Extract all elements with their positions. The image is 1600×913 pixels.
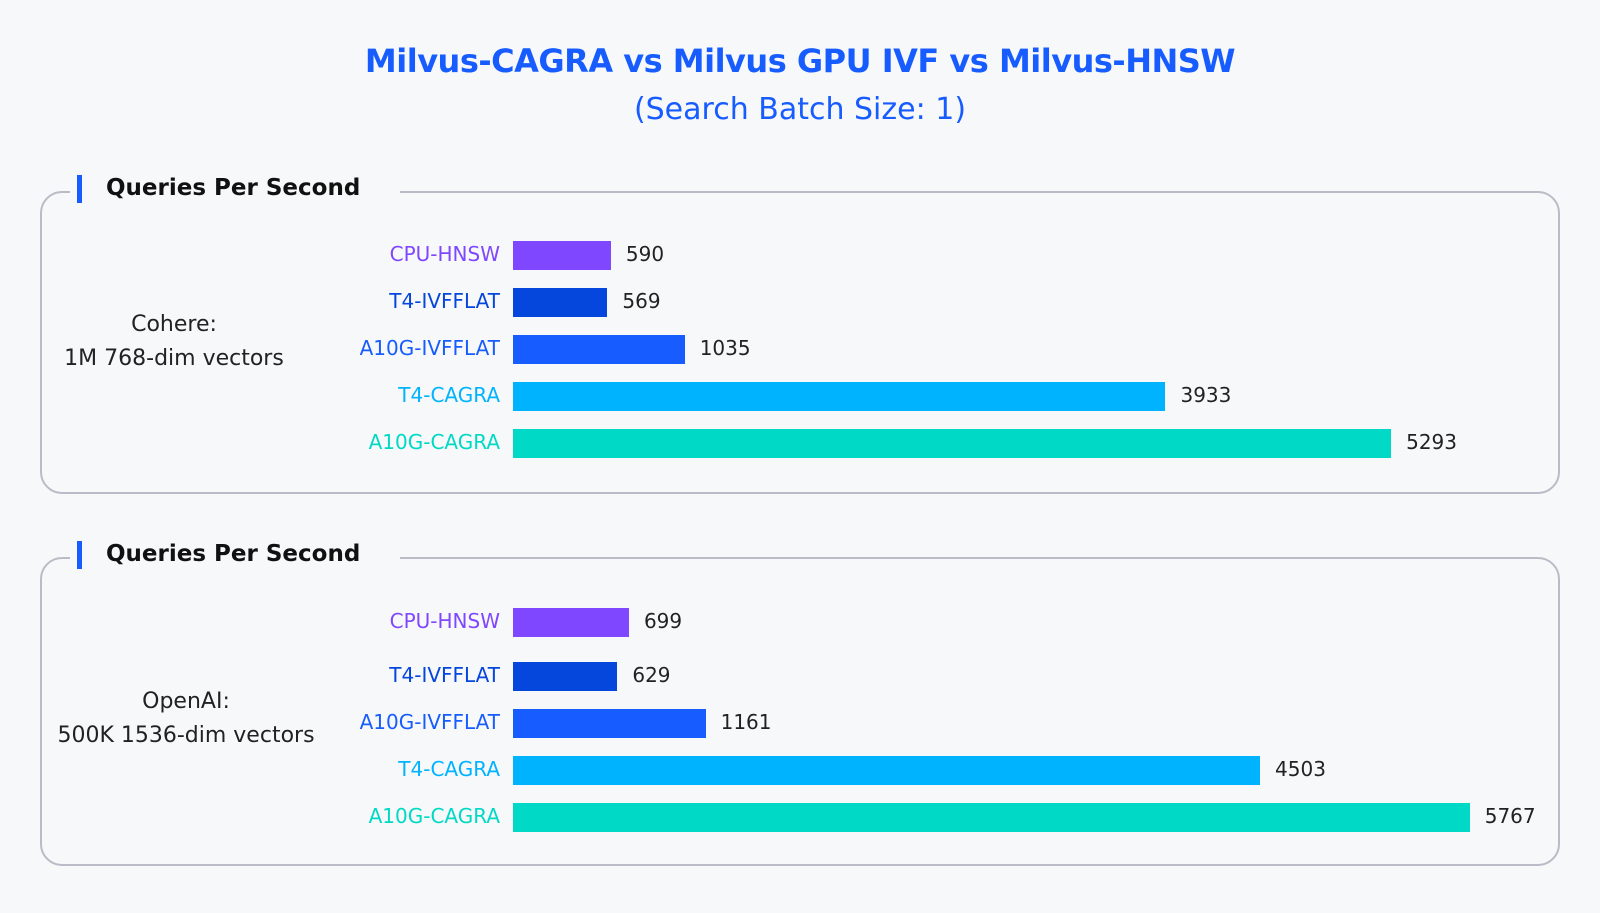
data-label: 3933 — [1180, 383, 1232, 407]
data-label: 1035 — [699, 336, 751, 360]
data-label: 629 — [632, 663, 671, 687]
category-label: CPU-HNSW — [389, 609, 500, 633]
dataset-label-line: Cohere: — [131, 312, 217, 337]
bar-cpu-hnsw — [513, 608, 629, 637]
category-label: T4-IVFFLAT — [389, 663, 500, 687]
data-label: 1161 — [720, 710, 772, 734]
data-label: 5293 — [1406, 430, 1457, 454]
category-label: A10G-IVFFLAT — [359, 710, 500, 734]
header-accent-mark — [77, 175, 82, 203]
category-label: A10G-CAGRA — [368, 804, 500, 828]
data-label: 590 — [625, 242, 665, 266]
bar-t4-cagra — [513, 756, 1261, 785]
dataset-label-line: 1M 768-dim vectors — [64, 346, 284, 371]
category-label: A10G-IVFFLAT — [359, 336, 500, 360]
dataset-label-line: 500K 1536-dim vectors — [57, 723, 315, 748]
header-divider — [392, 191, 1530, 193]
category-label: CPU-HNSW — [389, 242, 500, 266]
bar-t4-ivfflat — [513, 662, 618, 691]
dataset-label: Cohere: 1M 768-dim vectors — [24, 308, 324, 376]
chart-subtitle: (Search Batch Size: 1) — [633, 92, 967, 127]
bar-a10g-ivfflat — [513, 335, 685, 364]
data-label: 569 — [622, 289, 661, 313]
bar-cpu-hnsw — [513, 241, 611, 270]
panel-header: Queries Per Second — [70, 541, 400, 571]
panel-title: Queries Per Second — [106, 175, 361, 201]
bar-a10g-ivfflat — [513, 709, 706, 738]
chart-title: Milvus-CAGRA vs Milvus GPU IVF vs Milvus… — [364, 42, 1236, 80]
dataset-label: OpenAI: 500K 1536-dim vectors — [26, 685, 346, 753]
category-label: T4-CAGRA — [398, 757, 500, 781]
dataset-label-line: OpenAI: — [142, 689, 230, 714]
header-divider — [392, 557, 1530, 559]
category-label: A10G-CAGRA — [368, 430, 500, 454]
panel-title: Queries Per Second — [106, 541, 361, 567]
bar-a10g-cagra — [513, 803, 1470, 832]
header-accent-mark — [77, 541, 82, 569]
bar-t4-cagra — [513, 382, 1166, 411]
data-label: 4503 — [1275, 757, 1326, 781]
data-label: 699 — [643, 609, 683, 633]
panel-header: Queries Per Second — [70, 175, 400, 205]
bar-a10g-cagra — [513, 429, 1392, 458]
category-label: T4-IVFFLAT — [389, 289, 500, 313]
category-label: T4-CAGRA — [398, 383, 500, 407]
bar-t4-ivfflat — [513, 288, 608, 317]
data-label: 5767 — [1484, 804, 1536, 828]
